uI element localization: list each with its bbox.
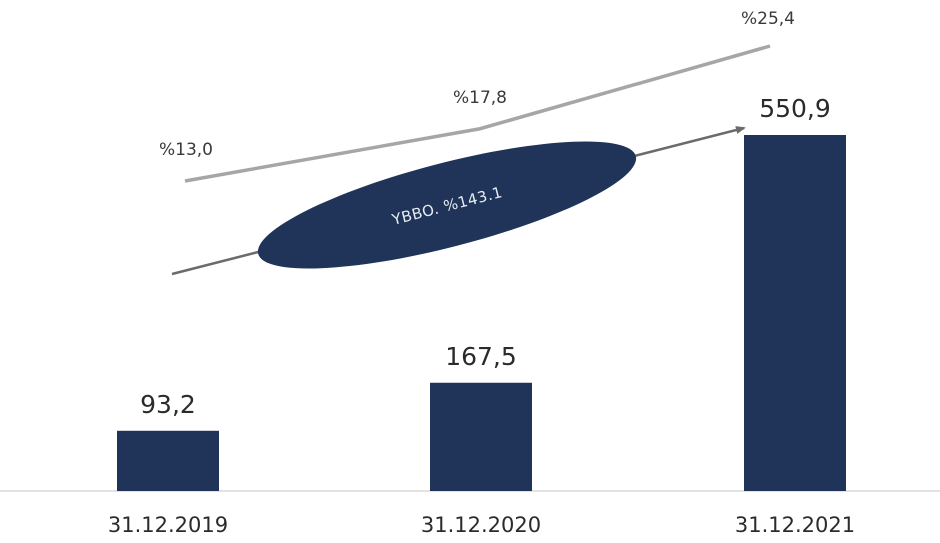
ratio-label-2: %25,4 [741, 9, 795, 29]
bar-31.12.2020 [430, 382, 532, 491]
bar-31.12.2019 [117, 430, 219, 491]
value-label-31.12.2019: 93,2 [140, 390, 196, 419]
ratio-label-0: %13,0 [159, 140, 213, 160]
cagr-ellipse [257, 141, 637, 269]
ratio-line [184, 44, 771, 183]
value-labels: 93,2 167,5 550,9 [140, 94, 831, 419]
bars [117, 135, 846, 491]
value-label-31.12.2020: 167,5 [445, 342, 517, 371]
value-label-31.12.2021: 550,9 [759, 94, 831, 123]
x-tick-31.12.2020: 31.12.2020 [421, 513, 541, 537]
x-tick-31.12.2021: 31.12.2021 [735, 513, 855, 537]
ratio-line-group: %13,0 %17,8 %25,4 [159, 9, 795, 183]
x-tick-labels: 31.12.2019 31.12.2020 31.12.2021 [108, 513, 855, 537]
ratio-label-1: %17,8 [453, 88, 507, 108]
cagr-annotation: YBBO. %143.1 [171, 126, 746, 276]
x-tick-31.12.2019: 31.12.2019 [108, 513, 228, 537]
bar-31.12.2021 [744, 135, 846, 491]
